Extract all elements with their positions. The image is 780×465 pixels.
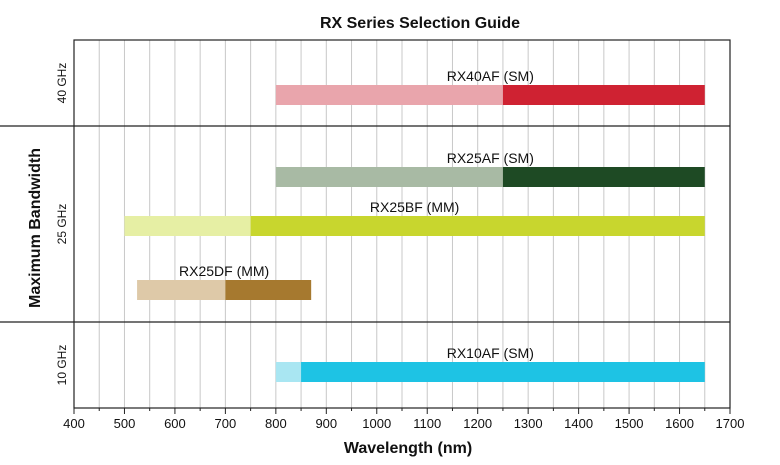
bar-segment-light xyxy=(124,216,251,236)
bar-segment-dark xyxy=(250,216,705,236)
x-tick-label: 400 xyxy=(63,416,85,431)
bar-label: RX25DF (MM) xyxy=(179,263,269,279)
bar-segment-light xyxy=(137,280,226,300)
x-tick-label: 1000 xyxy=(362,416,391,431)
x-tick-label: 1600 xyxy=(665,416,694,431)
bar-segment-dark xyxy=(502,167,705,187)
x-tick-label: 800 xyxy=(265,416,287,431)
chart-title: RX Series Selection Guide xyxy=(320,15,520,32)
x-tick-label: 700 xyxy=(215,416,237,431)
x-tick-label: 1500 xyxy=(615,416,644,431)
x-axis: 400 500 600 700 800 900 1000 1100 1200 1300 1400 15… xyxy=(63,408,744,431)
panel-labels: 40 GHz 25 GHz 10 GHz xyxy=(55,63,69,386)
x-tick-label: 900 xyxy=(315,416,337,431)
bar-segment-dark xyxy=(301,362,705,382)
x-tick-label: 1400 xyxy=(564,416,593,431)
bar-label: RX10AF (SM) xyxy=(447,345,534,361)
bar-label: RX25AF (SM) xyxy=(447,150,534,166)
panel-label: 10 GHz xyxy=(55,345,69,386)
y-axis-title: Maximum Bandwidth xyxy=(27,148,44,308)
bar-segment-light xyxy=(275,85,503,105)
x-tick-label: 1700 xyxy=(716,416,745,431)
panel-label: 25 GHz xyxy=(55,204,69,245)
bars: RX40AF (SM) RX25AF (SM) RX25BF (MM) RX25DF … xyxy=(124,68,705,382)
panel-label: 40 GHz xyxy=(55,63,69,104)
bar-segment-light xyxy=(275,167,503,187)
bar-segment-dark xyxy=(502,85,705,105)
x-tick-label: 1300 xyxy=(514,416,543,431)
x-tick-label: 600 xyxy=(164,416,186,431)
x-tick-label: 1100 xyxy=(413,416,441,431)
bar-label: RX40AF (SM) xyxy=(447,68,534,84)
bar-label: RX25BF (MM) xyxy=(370,199,459,215)
x-tick-label: 500 xyxy=(114,416,136,431)
bar-segment-dark xyxy=(225,280,312,300)
x-tick-label: 1200 xyxy=(463,416,492,431)
bar-segment-light xyxy=(275,362,302,382)
x-axis-title: Wavelength (nm) xyxy=(344,440,472,457)
